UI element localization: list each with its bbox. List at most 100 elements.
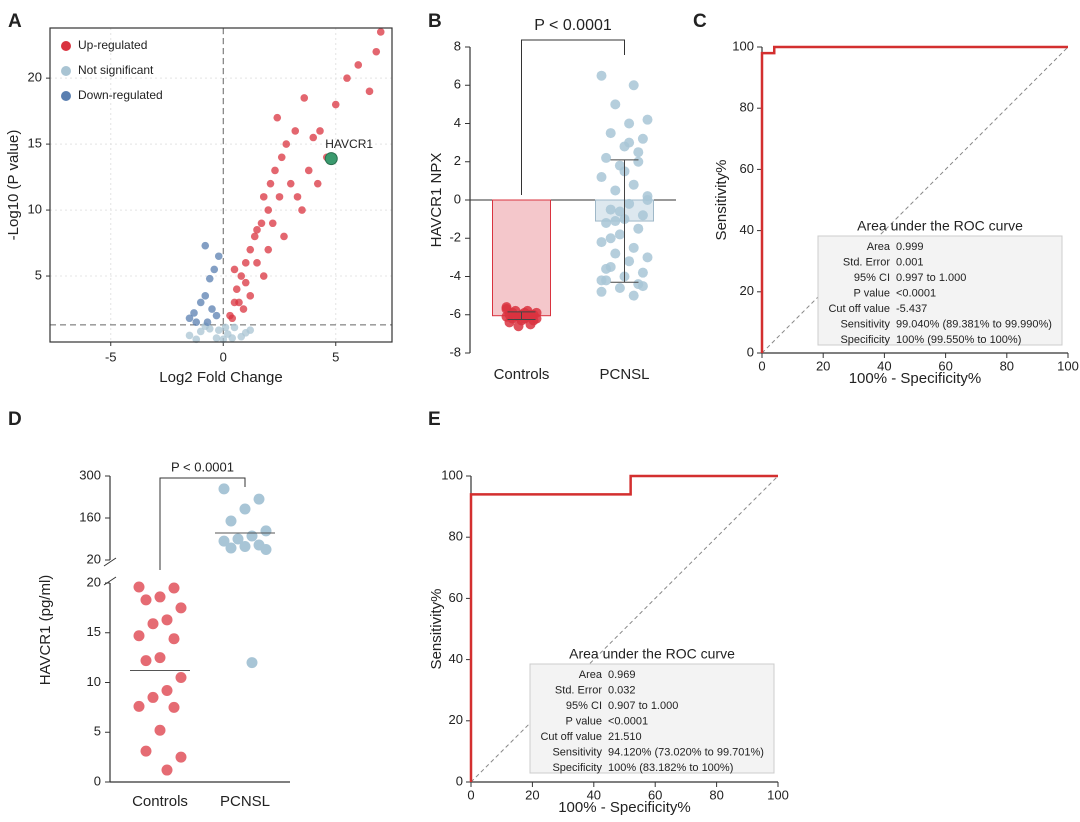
point [241,328,250,337]
point [185,314,194,323]
point [316,127,324,135]
point [253,259,261,267]
point [214,252,223,261]
auc-row-value: <0.0001 [608,715,648,727]
point [624,118,635,129]
point [300,94,309,102]
point [596,275,607,286]
point [605,128,616,139]
point [268,219,277,228]
point [331,100,340,109]
point [614,282,625,293]
x-tick-label: 80 [1000,358,1014,373]
auc-row-value: 100% (83.182% to 100%) [608,762,733,774]
y-tick-label: 2 [454,153,461,168]
y-tick-label: 10 [28,202,42,217]
panel-letter: E [428,409,441,430]
x-tick-label: 40 [587,787,601,802]
axis-break [103,557,117,586]
x-tick-label: 60 [648,787,662,802]
auc-row-label: Specificity [840,334,890,346]
x-tick-label: 60 [938,358,952,373]
error-bar [610,159,639,283]
auc-row-label: Area [867,241,891,253]
auc-table-title: Area under the ROC curve [857,218,1023,234]
auc-table-title: Area under the ROC curve [569,646,735,662]
auc-row-label: Area [579,669,603,681]
reference-line [470,475,779,783]
x-axis-label: Log2 Fold Change [159,369,282,386]
auc-row-value: -5.437 [896,303,927,315]
y-axis-label: Sensitivity% [428,589,445,670]
point [313,179,322,188]
y-tick-label: 8 [454,38,461,53]
point [633,147,644,158]
point [628,179,639,190]
point [513,321,524,332]
point [376,28,385,36]
point [277,153,286,162]
y-tick-label: -6 [449,306,461,321]
y-tick-label: 4 [454,115,461,130]
legend-swatch [61,66,71,76]
legend-label: Down-regulated [78,88,163,102]
highlight-point [324,152,338,166]
point [354,61,363,69]
y-tick-label: 20 [87,574,101,589]
point [147,618,159,630]
auc-row-value: 99.040% (89.381% to 99.990%) [896,318,1052,330]
y-tick-label: 20 [449,712,463,727]
panel-letter: A [8,11,22,32]
point [214,326,223,334]
point [161,684,173,696]
point [154,591,166,603]
point [230,265,239,274]
y-tick-label: 40 [449,651,463,666]
point [601,263,612,274]
point [232,285,241,294]
legend-label: Not significant [78,63,154,77]
auc-row-value: 100% (99.550% to 100%) [896,334,1021,346]
point [168,582,180,594]
point [522,309,533,320]
y-tick-label: 5 [94,724,101,739]
y-tick-label: -2 [449,230,461,245]
point [259,193,268,201]
auc-row-label: 95% CI [566,700,602,712]
y-tick-label: -8 [449,344,461,359]
point [239,305,248,313]
x-tick-label: 100 [767,787,789,802]
x-tick-label: 0 [220,349,227,364]
point [501,302,512,313]
significance-bracket [521,39,625,195]
point [275,193,284,201]
point [154,652,166,664]
point [246,245,255,254]
point [192,318,201,327]
error-bar [507,311,536,321]
auc-row-label: Std. Error [843,256,890,268]
legend-swatch [61,91,71,101]
point [596,172,607,183]
point [228,334,237,342]
x-tick-label: 20 [816,358,830,373]
point [154,724,166,736]
point [192,335,201,344]
point [201,292,210,300]
point [185,331,194,340]
y-tick-label: 20 [87,551,101,566]
auc-row-label: P value [566,715,603,727]
roc-curve [469,474,778,782]
auc-row-label: Std. Error [555,684,602,696]
point [610,185,621,196]
point [293,193,302,201]
y-tick-label: 0 [94,773,101,788]
point [239,503,251,515]
point [628,242,639,253]
point [286,179,295,188]
point [628,80,639,91]
point [624,198,635,209]
point [221,323,230,332]
point [291,127,300,135]
